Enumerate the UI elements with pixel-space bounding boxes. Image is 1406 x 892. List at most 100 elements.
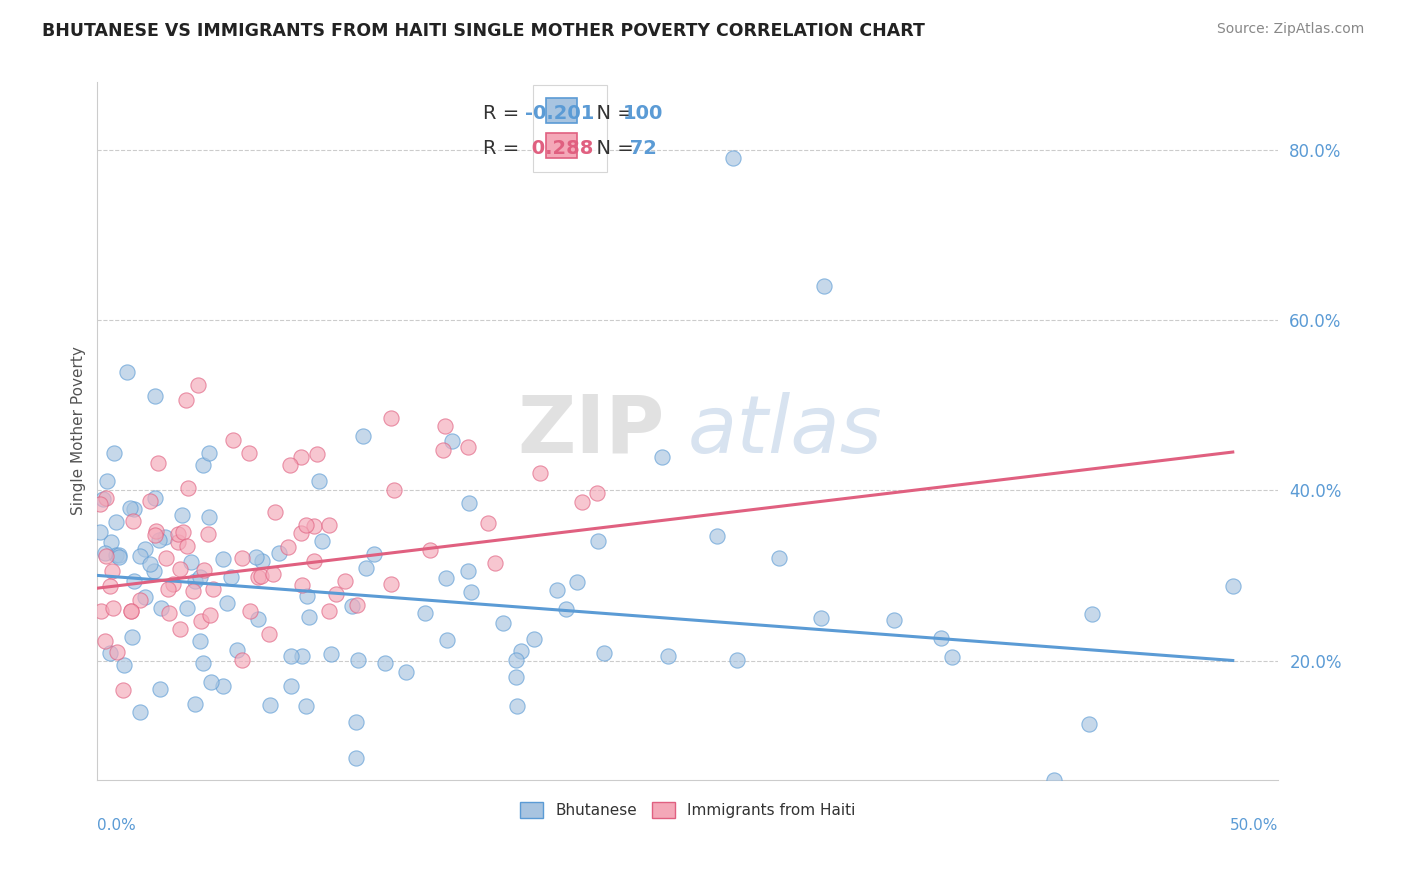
Point [380,577,402,591]
Point [706,529,728,543]
Point [346,598,368,612]
Point [725,653,748,667]
Point [238,446,260,460]
Text: N =: N = [583,103,640,123]
Point [134,590,156,604]
Point [434,570,457,584]
Point [262,566,284,581]
Point [280,648,302,663]
Point [89,497,111,511]
Point [382,483,405,497]
Point [931,631,953,645]
Point [259,698,281,712]
Point [363,547,385,561]
Point [197,527,219,541]
Point [883,613,905,627]
Point [143,527,166,541]
Text: atlas: atlas [688,392,883,470]
Point [813,279,835,293]
Point [290,525,312,540]
Point [1081,607,1104,621]
Text: BHUTANESE VS IMMIGRANTS FROM HAITI SINGLE MOTHER POVERTY CORRELATION CHART: BHUTANESE VS IMMIGRANTS FROM HAITI SINGL… [42,22,925,40]
Point [460,585,482,599]
Point [121,514,143,528]
Point [278,458,301,472]
Point [810,611,832,625]
Point [181,584,204,599]
Point [211,679,233,693]
Point [121,630,143,644]
Point [153,530,176,544]
Point [555,601,578,615]
Point [246,611,269,625]
Point [304,554,326,568]
Point [101,564,124,578]
Point [193,458,215,473]
Point [112,658,135,673]
Point [250,569,273,583]
Text: N =: N = [583,138,640,158]
Point [354,561,377,575]
Point [523,632,546,647]
Point [172,508,194,522]
Point [98,579,121,593]
Point [657,649,679,664]
Point [202,582,225,597]
Point [139,494,162,508]
Point [190,615,212,629]
Point [166,527,188,541]
Y-axis label: Single Mother Poverty: Single Mother Poverty [72,346,86,516]
Point [1043,772,1066,787]
Point [93,546,115,560]
Point [180,556,202,570]
Text: R =: R = [484,103,526,123]
Point [94,491,117,506]
Point [145,389,167,403]
Point [96,549,118,563]
Point [155,551,177,566]
Point [247,570,270,584]
Point [139,557,162,571]
Point [529,467,551,481]
Point [586,533,609,548]
Point [96,474,118,488]
Point [148,533,170,547]
Point [277,540,299,554]
Point [143,491,166,506]
Point [311,534,333,549]
Point [457,564,479,578]
Point [190,570,212,584]
Point [103,446,125,460]
Point [172,524,194,539]
Point [143,564,166,578]
Point [167,534,190,549]
Point [436,633,458,648]
Point [120,604,142,618]
Point [184,697,207,711]
Point [395,665,418,679]
Point [128,593,150,607]
Point [198,607,221,622]
Point [90,604,112,618]
Point [149,682,172,697]
Point [219,570,242,584]
Point [89,524,111,539]
Point [291,578,314,592]
Point [100,646,122,660]
Point [198,510,221,524]
Point [124,574,146,588]
Point [187,377,209,392]
Point [506,699,529,714]
Point [510,643,533,657]
Point [215,596,238,610]
Text: 72: 72 [623,138,657,158]
Point [191,657,214,671]
Point [231,551,253,566]
Point [108,548,131,562]
Point [169,561,191,575]
Point [492,615,515,630]
Point [93,634,115,648]
Point [91,492,114,507]
Point [100,535,122,549]
Point [380,411,402,425]
